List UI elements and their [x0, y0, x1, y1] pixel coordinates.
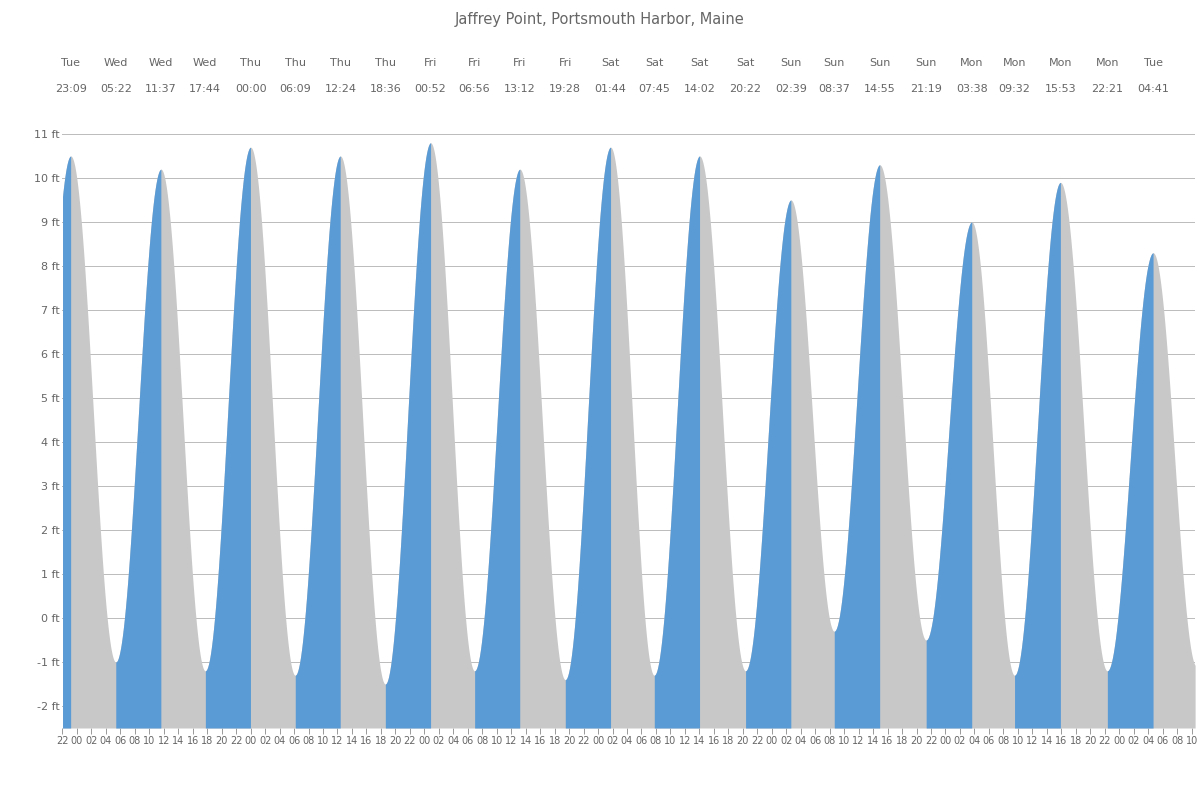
Text: Fri: Fri [468, 58, 481, 68]
Text: 03:38: 03:38 [956, 84, 988, 94]
Text: 06:09: 06:09 [280, 84, 311, 94]
Text: Sun: Sun [780, 58, 802, 68]
Text: 00:52: 00:52 [415, 84, 446, 94]
Text: Mon: Mon [1049, 58, 1072, 68]
Text: Sat: Sat [737, 58, 755, 68]
Text: 01:44: 01:44 [595, 84, 626, 94]
Text: 21:19: 21:19 [910, 84, 942, 94]
Text: Fri: Fri [424, 58, 437, 68]
Text: 19:28: 19:28 [550, 84, 581, 94]
Text: Mon: Mon [960, 58, 984, 68]
Text: 18:36: 18:36 [370, 84, 401, 94]
Text: 05:22: 05:22 [100, 84, 132, 94]
Text: Thu: Thu [240, 58, 262, 68]
Text: Thu: Thu [284, 58, 306, 68]
Text: 04:41: 04:41 [1138, 84, 1169, 94]
Text: Sat: Sat [690, 58, 709, 68]
Text: 14:02: 14:02 [684, 84, 715, 94]
Text: 09:32: 09:32 [998, 84, 1031, 94]
Text: 02:39: 02:39 [775, 84, 806, 94]
Text: 07:45: 07:45 [638, 84, 670, 94]
Text: 15:53: 15:53 [1045, 84, 1076, 94]
Text: Thu: Thu [330, 58, 350, 68]
Text: 22:21: 22:21 [1091, 84, 1123, 94]
Text: Thu: Thu [374, 58, 396, 68]
Text: Wed: Wed [103, 58, 128, 68]
Text: 13:12: 13:12 [504, 84, 535, 94]
Text: Fri: Fri [514, 58, 527, 68]
Text: Sun: Sun [869, 58, 890, 68]
Text: 12:24: 12:24 [324, 84, 356, 94]
Text: Sat: Sat [644, 58, 664, 68]
Text: Sun: Sun [916, 58, 937, 68]
Text: 11:37: 11:37 [145, 84, 176, 94]
Text: 00:00: 00:00 [235, 84, 266, 94]
Text: 06:56: 06:56 [458, 84, 491, 94]
Text: Mon: Mon [1096, 58, 1120, 68]
Text: Tue: Tue [61, 58, 80, 68]
Text: Sat: Sat [601, 58, 619, 68]
Text: Mon: Mon [1003, 58, 1026, 68]
Text: 23:09: 23:09 [55, 84, 86, 94]
Text: Wed: Wed [193, 58, 217, 68]
Text: 17:44: 17:44 [190, 84, 221, 94]
Text: Wed: Wed [149, 58, 173, 68]
Text: Sun: Sun [823, 58, 845, 68]
Text: 08:37: 08:37 [818, 84, 850, 94]
Text: Fri: Fri [558, 58, 572, 68]
Text: 20:22: 20:22 [730, 84, 762, 94]
Text: Tue: Tue [1144, 58, 1163, 68]
Text: Jaffrey Point, Portsmouth Harbor, Maine: Jaffrey Point, Portsmouth Harbor, Maine [455, 12, 745, 27]
Text: 14:55: 14:55 [864, 84, 895, 94]
